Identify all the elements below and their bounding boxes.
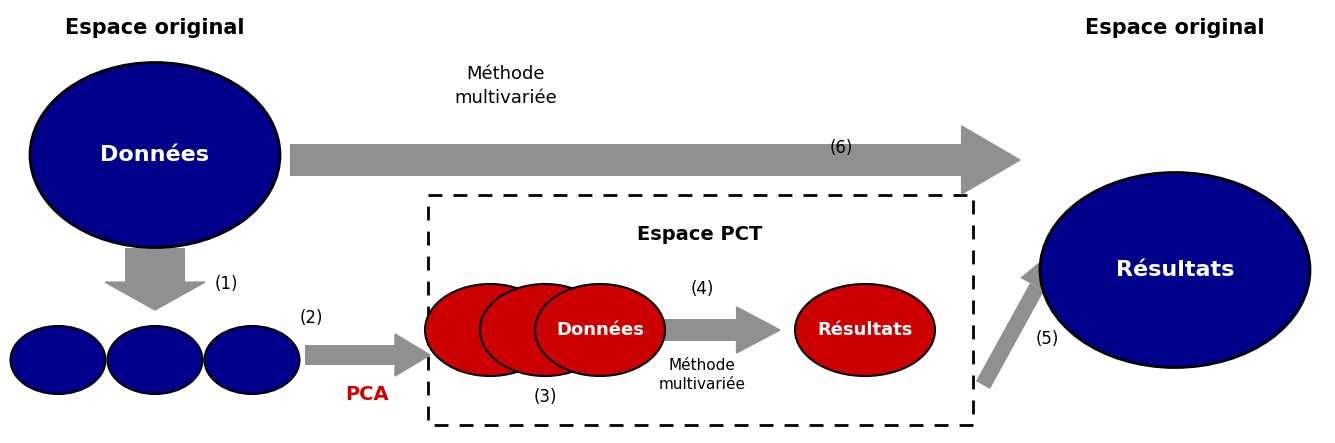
Polygon shape [961,126,1020,194]
Text: Espace original: Espace original [1085,18,1264,38]
Text: Données: Données [100,145,210,165]
Ellipse shape [29,62,280,248]
Text: Données: Données [557,321,643,339]
Bar [125,248,186,282]
Ellipse shape [204,326,299,394]
Text: Résultats: Résultats [817,321,913,339]
Text: Espace original: Espace original [65,18,244,38]
Text: PCA: PCA [346,385,388,404]
Bar [625,319,737,341]
Ellipse shape [481,284,610,376]
Ellipse shape [535,284,665,376]
Text: (5): (5) [1036,330,1060,348]
Bar [290,144,961,176]
Text: (3): (3) [533,388,557,406]
Text: (6): (6) [830,139,853,157]
Text: Espace PCT: Espace PCT [637,225,762,244]
Polygon shape [1020,245,1060,296]
Polygon shape [976,283,1044,389]
Ellipse shape [11,326,105,394]
Text: Méthode
multivariée: Méthode multivariée [454,65,557,107]
Bar [304,345,395,365]
Text: (4): (4) [690,280,714,298]
Text: Méthode
multivariée: Méthode multivariée [658,358,745,392]
Ellipse shape [796,284,934,376]
Ellipse shape [425,284,555,376]
Text: (2): (2) [300,309,323,327]
Text: (1): (1) [215,275,239,293]
Text: Résultats: Résultats [1116,260,1234,280]
Ellipse shape [108,326,203,394]
Ellipse shape [1040,172,1310,368]
Polygon shape [737,307,780,353]
Polygon shape [105,282,206,310]
Polygon shape [395,334,430,376]
Bar [429,195,973,425]
